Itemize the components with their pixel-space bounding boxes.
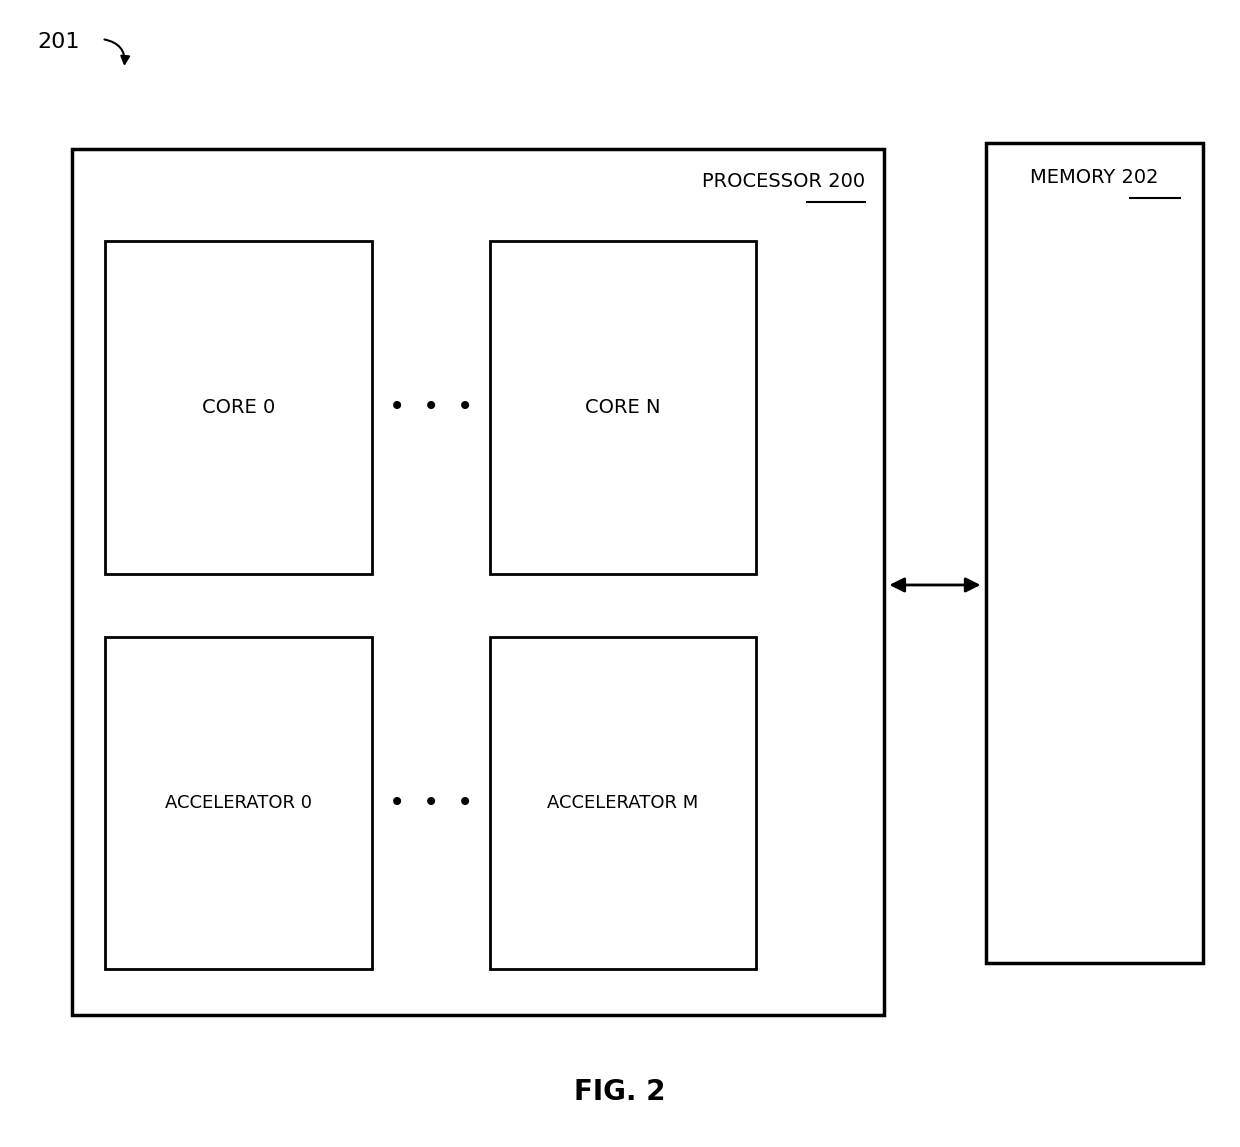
Text: •  •  •: • • •	[389, 789, 472, 817]
Bar	[986, 143, 1203, 963]
Text: •  •  •: • • •	[389, 393, 472, 421]
Text: 201: 201	[37, 32, 79, 53]
Bar	[490, 241, 756, 574]
Bar	[72, 149, 884, 1015]
Bar	[105, 637, 372, 969]
Text: PROCESSOR 200: PROCESSOR 200	[702, 172, 866, 190]
Text: CORE N: CORE N	[585, 398, 661, 416]
FancyArrowPatch shape	[104, 39, 129, 64]
Text: ACCELERATOR 0: ACCELERATOR 0	[165, 794, 312, 812]
Text: CORE 0: CORE 0	[202, 398, 275, 416]
Text: ACCELERATOR M: ACCELERATOR M	[548, 794, 698, 812]
Text: MEMORY 202: MEMORY 202	[1030, 169, 1158, 187]
Bar	[105, 241, 372, 574]
Text: FIG. 2: FIG. 2	[574, 1078, 666, 1106]
Bar	[490, 637, 756, 969]
